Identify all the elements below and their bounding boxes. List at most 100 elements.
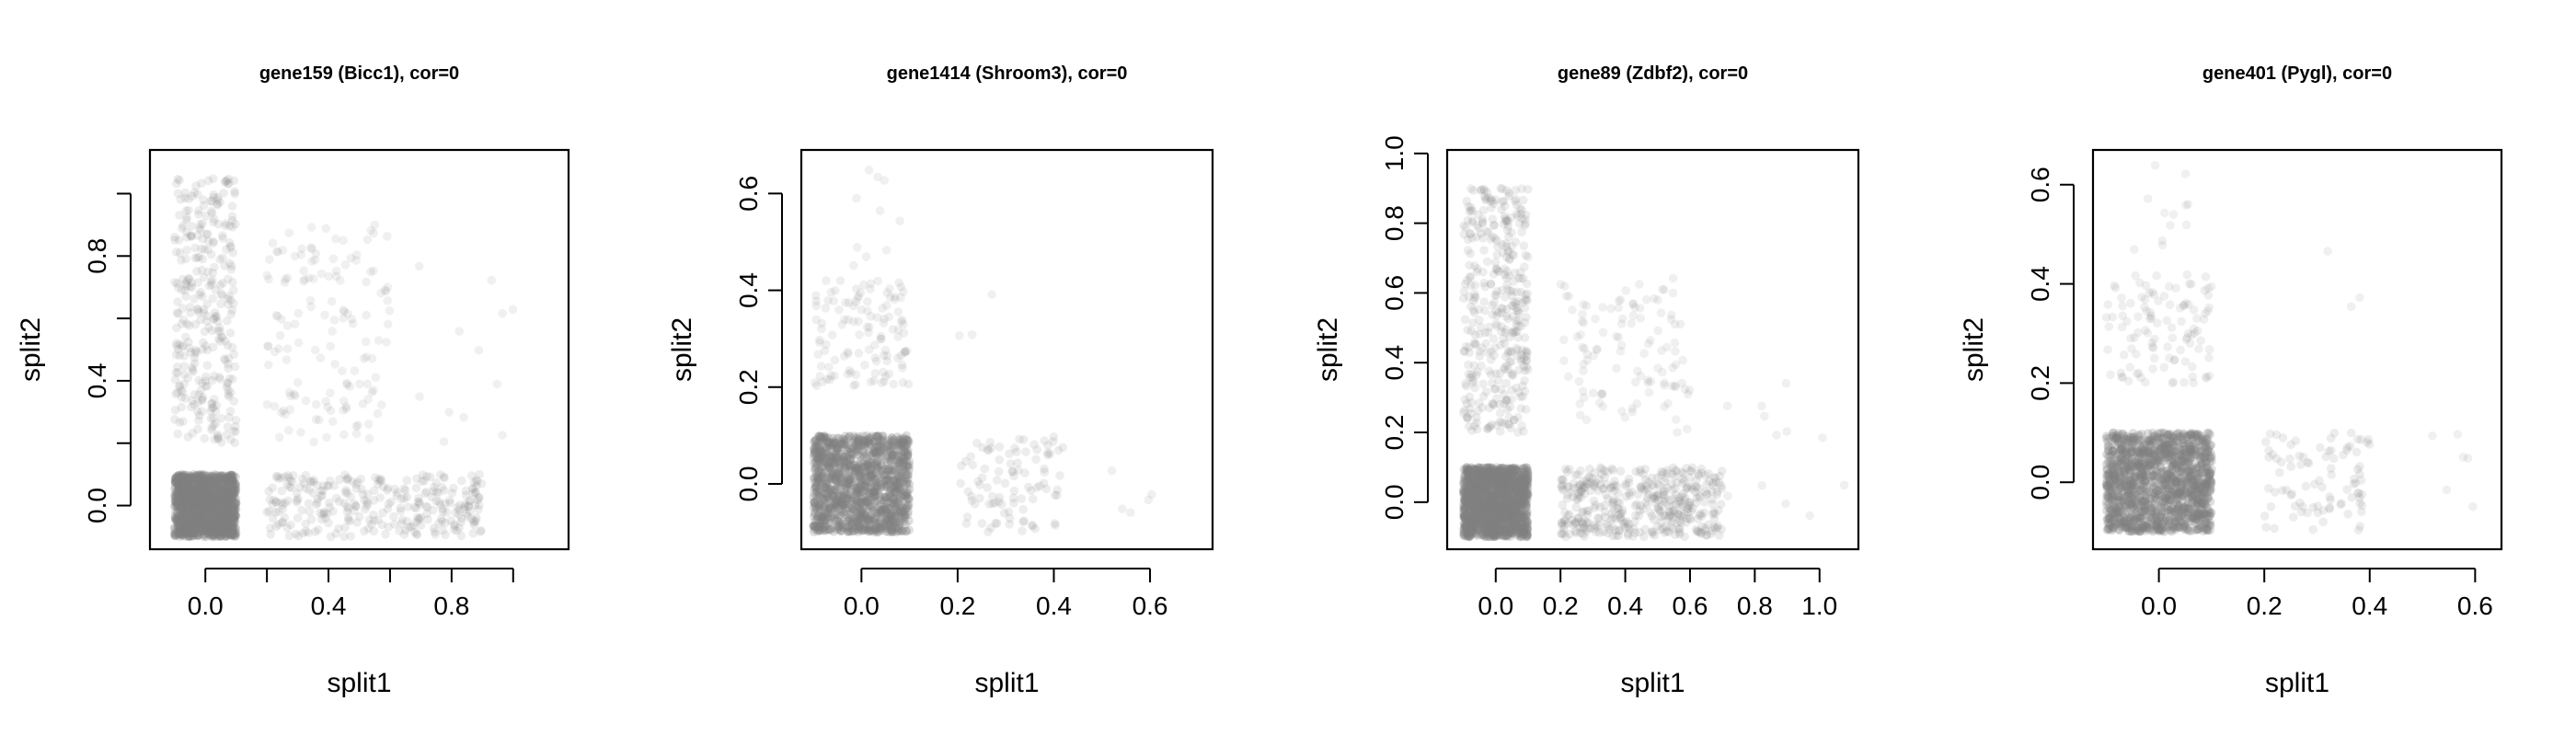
data-point <box>211 480 220 489</box>
data-point <box>198 515 208 524</box>
data-point <box>896 293 905 303</box>
data-point <box>216 532 225 541</box>
data-point <box>181 512 190 522</box>
data-point <box>282 344 293 353</box>
data-point <box>170 496 180 506</box>
data-point <box>342 507 352 516</box>
data-point <box>197 505 206 514</box>
data-point <box>213 219 224 229</box>
data-point <box>885 293 895 303</box>
data-point <box>205 498 214 508</box>
data-point <box>845 365 855 375</box>
data-point <box>900 514 910 523</box>
data-point <box>296 250 306 259</box>
data-point <box>172 513 181 523</box>
data-point <box>849 260 858 270</box>
data-point <box>278 246 288 255</box>
data-point <box>176 475 186 484</box>
data-point <box>268 238 278 248</box>
chart-panel-3: gene89 (Zdbf2), cor=00.0 0.2 0.4 0.6 0.8 1.00… <box>1313 63 1860 698</box>
data-point <box>212 488 221 498</box>
data-point <box>178 500 188 510</box>
data-point <box>813 350 823 360</box>
data-point <box>193 530 203 540</box>
data-point <box>178 477 188 488</box>
data-point <box>834 490 844 500</box>
x-axis-label: split1 <box>974 668 1039 698</box>
data-point <box>1055 471 1064 480</box>
data-point <box>813 454 822 464</box>
data-point <box>217 516 227 525</box>
data-point <box>369 486 379 496</box>
data-point <box>414 497 424 507</box>
data-point <box>211 514 221 524</box>
data-point <box>201 500 210 509</box>
data-point <box>827 467 837 477</box>
data-point <box>896 351 905 361</box>
data-point <box>439 472 449 482</box>
data-point <box>217 507 227 517</box>
data-point <box>197 508 207 518</box>
data-point <box>212 512 222 522</box>
data-point <box>206 277 216 287</box>
data-point <box>201 501 210 511</box>
data-point <box>339 532 349 541</box>
data-point <box>376 288 386 298</box>
data-point <box>181 332 190 342</box>
data-point <box>173 499 183 509</box>
data-point <box>331 529 341 538</box>
data-point <box>223 492 232 502</box>
data-point <box>1018 526 1027 535</box>
y-tick-label: 0.2 <box>734 369 763 405</box>
data-point <box>422 472 431 481</box>
data-point <box>316 269 327 279</box>
data-point <box>183 432 193 442</box>
data-point <box>215 531 225 540</box>
data-point <box>414 261 424 271</box>
data-point <box>871 475 881 484</box>
data-point <box>215 471 225 480</box>
data-point <box>362 337 371 347</box>
data-point <box>190 488 200 498</box>
data-point <box>190 294 199 304</box>
data-point <box>219 488 228 498</box>
data-point <box>474 345 484 355</box>
data-point <box>200 433 210 443</box>
data-point <box>873 431 882 441</box>
data-point <box>286 483 296 492</box>
data-point <box>209 315 219 324</box>
data-point <box>195 476 205 485</box>
chart-panel-1: gene159 (Bicc1), cor=00.0 0.4 0.80.00.40.8… <box>16 63 570 698</box>
data-point <box>207 532 217 541</box>
data-point <box>172 339 181 348</box>
data-point <box>1000 478 1010 489</box>
data-point <box>220 519 230 528</box>
data-point <box>181 528 190 537</box>
data-point <box>310 345 320 355</box>
data-point <box>863 297 872 306</box>
data-point <box>841 483 850 493</box>
data-point <box>299 266 308 276</box>
data-point <box>293 308 304 318</box>
data-point <box>173 486 182 496</box>
data-point <box>328 254 339 264</box>
data-point <box>207 422 217 432</box>
data-point <box>194 307 203 317</box>
data-point <box>176 498 186 508</box>
data-point <box>450 520 459 529</box>
data-point <box>823 295 833 305</box>
data-point <box>293 378 303 387</box>
data-point <box>879 318 889 328</box>
data-point <box>851 487 861 497</box>
data-point <box>170 501 180 511</box>
data-point <box>340 488 351 497</box>
data-point <box>179 481 190 491</box>
data-point <box>192 407 202 417</box>
data-point <box>177 494 186 504</box>
data-point <box>498 431 507 440</box>
data-point <box>172 530 182 540</box>
data-point <box>196 473 206 482</box>
data-point <box>226 517 236 526</box>
data-point <box>860 360 869 370</box>
data-point <box>173 174 183 184</box>
